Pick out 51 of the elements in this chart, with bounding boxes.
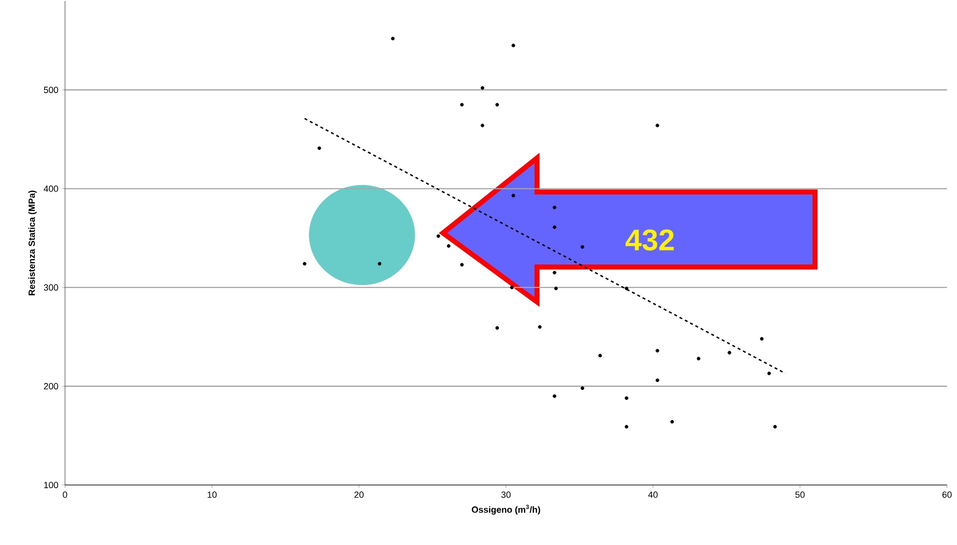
- point: [773, 424, 777, 429]
- y-axis-title: Resistenza Statica (MPa): [28, 190, 37, 296]
- point: [696, 356, 700, 360]
- annotation: 432: [626, 229, 674, 251]
- point: [512, 194, 516, 198]
- point: [510, 286, 514, 290]
- point: [495, 102, 499, 107]
- point: [624, 424, 628, 429]
- point: [656, 378, 660, 382]
- x-axis-title: Ossigeno (m$^{3}$/h): [472, 504, 540, 515]
- point: [728, 350, 732, 354]
- point: [624, 286, 628, 290]
- point: [552, 206, 556, 210]
- point: [302, 262, 306, 266]
- point: [552, 225, 556, 229]
- point: [391, 36, 395, 40]
- y-tick-label: 300: [44, 284, 58, 291]
- point: [580, 386, 584, 390]
- point: [580, 245, 584, 249]
- x-tick-label: 10: [208, 492, 217, 498]
- point: [378, 262, 382, 266]
- point: [460, 262, 464, 267]
- point: [656, 348, 660, 352]
- x-tick-label: 0: [62, 492, 68, 498]
- y-tick-label: 500: [44, 86, 58, 94]
- point: [552, 394, 556, 398]
- point: [656, 124, 660, 128]
- point: [554, 286, 558, 290]
- y-tick-label: 400: [44, 185, 58, 192]
- point: [436, 234, 440, 238]
- point: [512, 44, 516, 48]
- point: [446, 244, 450, 248]
- point: [552, 270, 556, 274]
- x-tick-label: 20: [354, 492, 364, 498]
- x-tick-label: 60: [942, 492, 952, 498]
- point: [598, 354, 602, 358]
- x-tick-label: 30: [501, 492, 511, 498]
- x-tick-label: 50: [795, 492, 805, 498]
- point: [480, 86, 484, 90]
- point: [760, 337, 764, 341]
- point: [318, 146, 322, 150]
- point: [670, 420, 674, 424]
- point: [460, 102, 464, 107]
- point: [538, 325, 542, 329]
- point: [495, 326, 499, 330]
- point: [767, 372, 771, 376]
- point: [624, 396, 628, 400]
- y-tick-label: 200: [44, 383, 58, 390]
- x-tick-label: 40: [648, 492, 658, 498]
- y-tick-label: 100: [44, 482, 58, 488]
- point: [480, 124, 484, 128]
